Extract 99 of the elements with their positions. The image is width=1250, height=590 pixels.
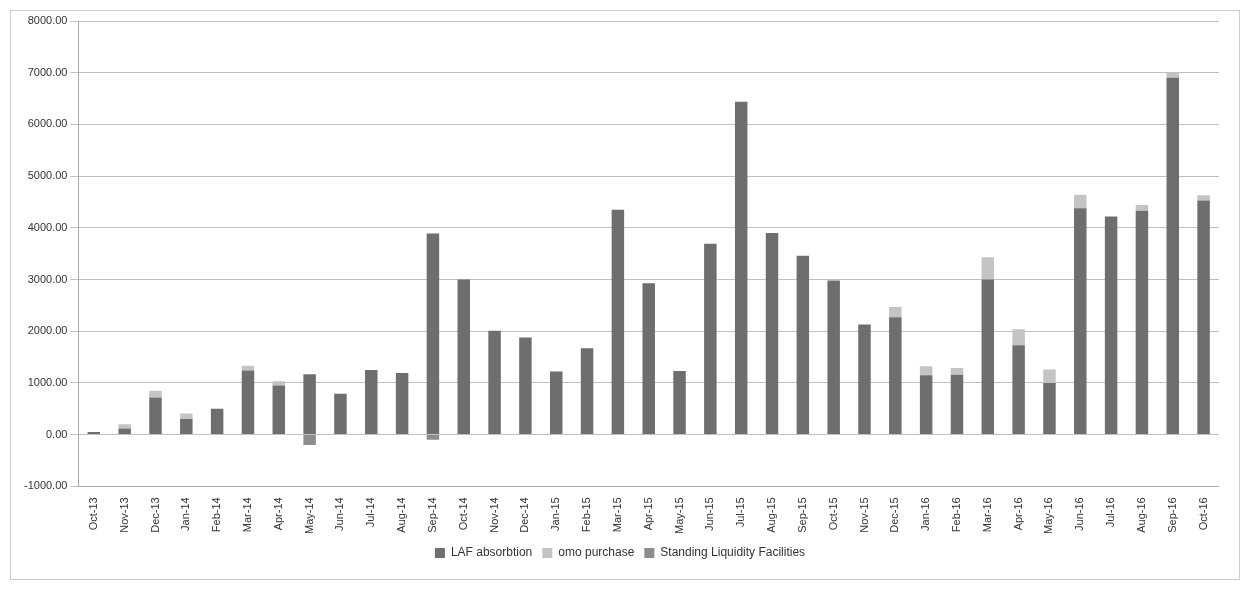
bar [87, 432, 101, 435]
x-tick-label: Jan-15 [549, 497, 562, 531]
bar [1166, 77, 1179, 435]
x-tick-label: Feb-15 [580, 497, 593, 533]
bar [1135, 205, 1149, 211]
x-tick-label: Dec-15 [888, 497, 901, 533]
y-tick-label: 3000.00 [27, 272, 68, 285]
bar [889, 306, 902, 318]
y-tick-label: 4000.00 [27, 220, 68, 233]
y-tick-label: 2000.00 [27, 324, 68, 337]
bar [580, 348, 594, 435]
bar [303, 374, 316, 435]
bar [673, 371, 686, 435]
x-tick-label: Mar-16 [980, 497, 993, 533]
bar [210, 408, 224, 435]
bar [1012, 345, 1025, 435]
x-tick-label: Apr-16 [1011, 497, 1024, 531]
x-tick-label: Jun-14 [333, 497, 346, 531]
x-tick-label: Jun-15 [703, 497, 716, 531]
bar [149, 390, 162, 398]
bar [1197, 200, 1210, 435]
bar [303, 435, 316, 445]
bar [1074, 194, 1087, 209]
y-tick-label: 0.00 [46, 427, 68, 440]
legend-label: Standing Liquidity Facilities [660, 545, 806, 560]
x-tick-label: Jul-16 [1104, 497, 1117, 528]
x-tick-label: Oct-16 [1196, 497, 1209, 531]
y-tick-label: 5000.00 [27, 169, 68, 182]
y-tick-label: 6000.00 [27, 117, 68, 130]
bar [180, 419, 193, 435]
bar [1043, 382, 1056, 435]
x-tick-label: May-14 [302, 497, 315, 535]
bar [981, 279, 995, 435]
bar [950, 374, 964, 435]
bar [272, 385, 286, 435]
bar [1135, 210, 1149, 435]
x-tick-label: Jan-16 [919, 497, 932, 531]
bar [334, 393, 347, 435]
x-tick-label: Apr-15 [641, 497, 654, 531]
bar [796, 255, 810, 435]
bar [919, 366, 933, 376]
bar [1074, 208, 1087, 435]
x-tick-label: Mar-14 [241, 497, 253, 533]
x-tick-label: May-15 [672, 497, 685, 535]
x-tick-label: Sep-15 [795, 497, 808, 533]
x-tick-label: Oct-15 [826, 497, 839, 531]
y-tick-label: 1000.00 [27, 375, 68, 388]
y-tick-label: -1000.00 [23, 479, 68, 492]
x-tick-label: Oct-14 [456, 497, 469, 531]
bar [1197, 195, 1210, 201]
bar [889, 317, 902, 435]
x-tick-label: Sep-16 [1165, 497, 1178, 533]
x-tick-label: May-16 [1042, 497, 1055, 535]
x-tick-label: Nov-13 [117, 497, 130, 533]
x-tick-label: Nov-15 [857, 497, 870, 533]
y-tick-label: 8000.00 [27, 14, 68, 27]
bar [149, 397, 162, 435]
x-tick-label: Aug-16 [1134, 497, 1147, 533]
bar [180, 413, 193, 420]
x-tick-label: Feb-14 [210, 497, 223, 533]
bar [765, 232, 779, 435]
bar [241, 370, 255, 435]
bar [950, 367, 964, 375]
x-tick-label: Dec-13 [148, 497, 161, 533]
x-tick-label: Dec-14 [518, 497, 531, 533]
x-tick-label: Jan-14 [179, 497, 192, 531]
bar [858, 324, 871, 435]
x-tick-label: Aug-14 [395, 497, 408, 533]
x-tick-label: Jul-14 [364, 497, 377, 528]
bar [457, 279, 470, 435]
x-tick-label: Sep-14 [425, 497, 438, 533]
legend-label: omo purchase [558, 545, 635, 560]
bar [426, 435, 440, 440]
bar [365, 369, 378, 435]
x-tick-label: Nov-14 [487, 497, 500, 533]
x-tick-label: Mar-15 [610, 497, 623, 533]
bar [241, 365, 255, 371]
bar [642, 283, 655, 435]
x-tick-label: Aug-15 [765, 497, 778, 533]
x-tick-label: Apr-14 [271, 497, 284, 531]
bar [488, 330, 501, 435]
bar [118, 424, 131, 429]
legend-label: LAF absorbtion [450, 545, 533, 560]
y-tick-label: 7000.00 [27, 65, 68, 78]
x-tick-label: Feb-16 [950, 497, 963, 533]
bar [704, 243, 717, 435]
bar [426, 233, 440, 435]
x-tick-label: Oct-13 [86, 497, 99, 531]
bar [549, 371, 563, 435]
x-tick-label: Jul-15 [734, 497, 747, 528]
bar [519, 337, 532, 435]
bar [1104, 216, 1118, 435]
x-tick-label: Jun-16 [1073, 497, 1086, 531]
bar [395, 373, 409, 435]
bar [611, 209, 625, 435]
bar [919, 375, 933, 435]
bar [118, 428, 131, 435]
bar [734, 101, 748, 435]
bar [827, 280, 840, 435]
